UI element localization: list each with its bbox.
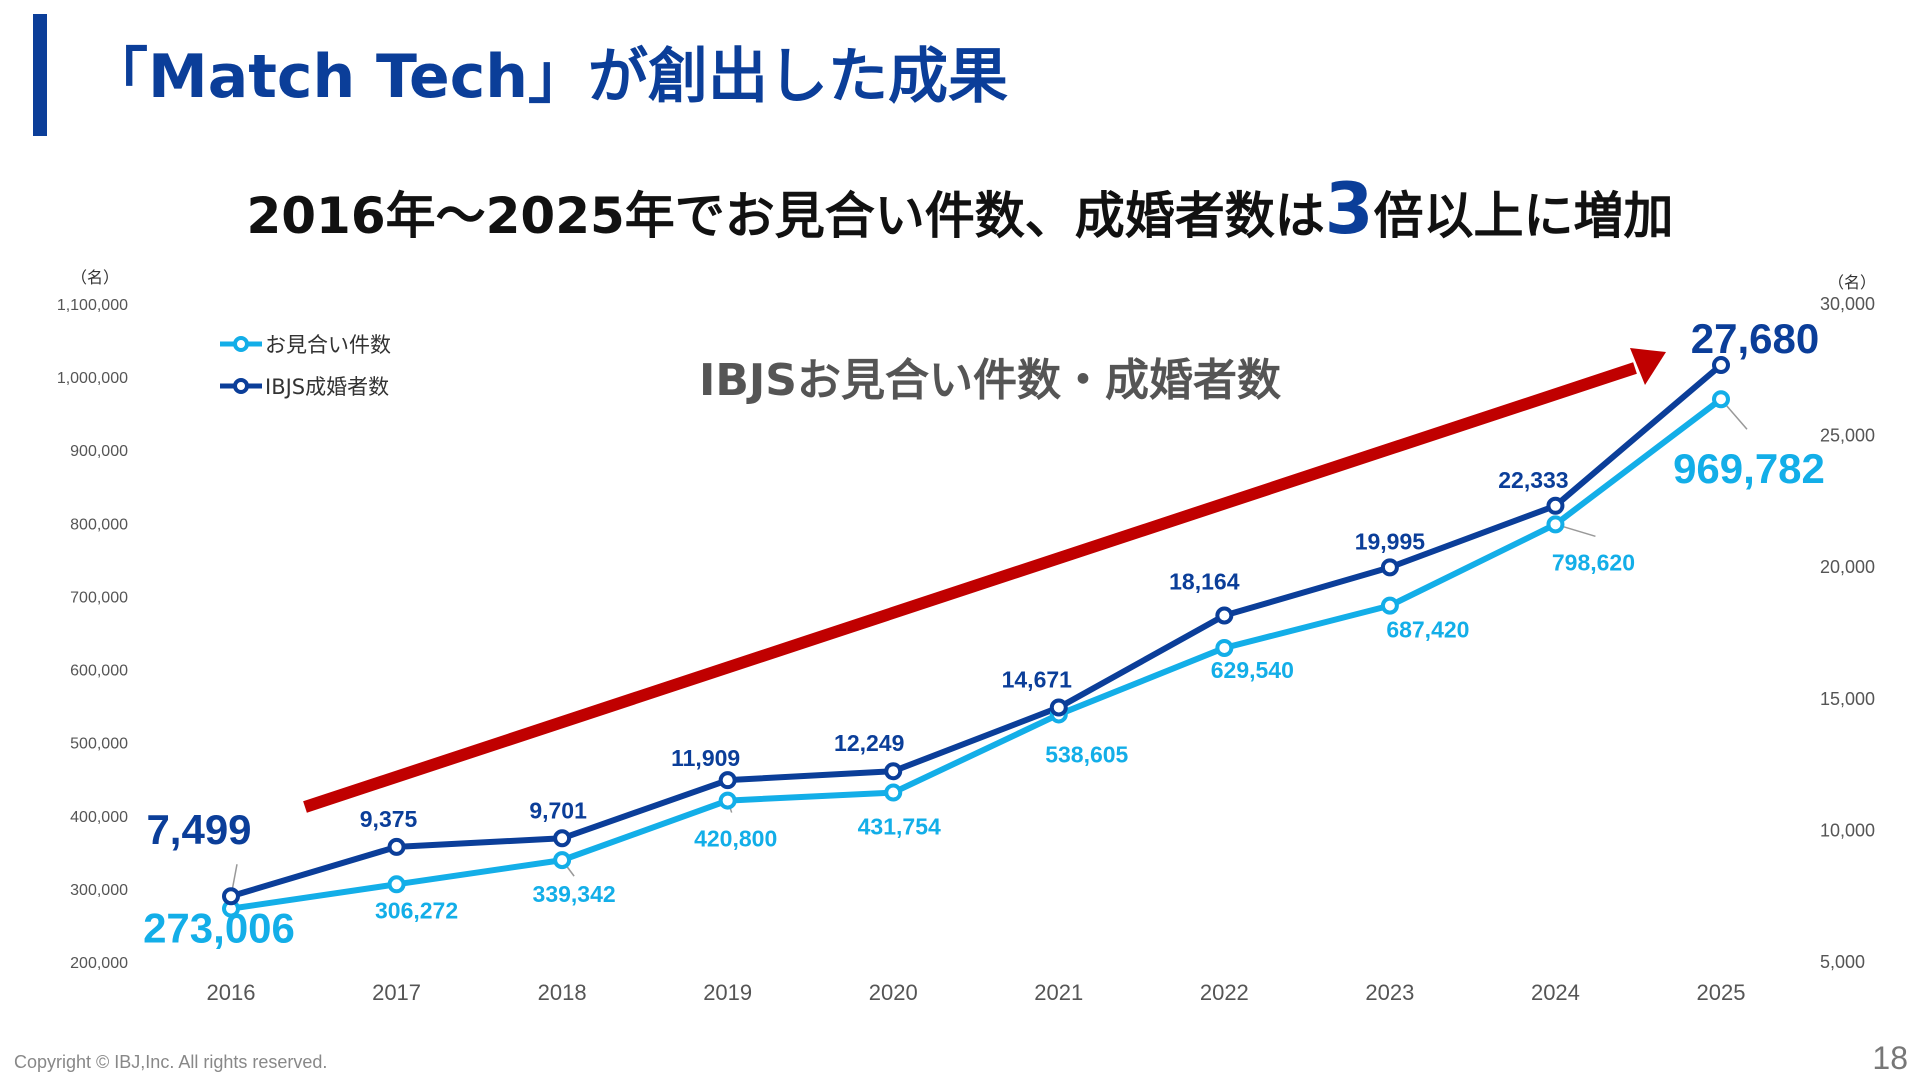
headline-emphasis: 3 (1324, 168, 1374, 250)
left-axis-tick-label: 500,000 (70, 736, 128, 753)
omiai-point (387, 875, 406, 894)
right-axis-tick-label: 15,000 (1820, 689, 1875, 709)
seikon-point (718, 771, 737, 790)
omiai-data-label: 420,800 (694, 826, 777, 852)
legend-swatch-marker (233, 378, 249, 394)
omiai-data-label: 798,620 (1552, 549, 1635, 575)
omiai-data-label: 431,754 (858, 814, 941, 840)
seikon-point (1380, 558, 1399, 577)
copyright: Copyright © IBJ,Inc. All rights reserved… (14, 1052, 328, 1072)
omiai-data-label: 339,342 (533, 881, 616, 907)
seikon-point (553, 829, 572, 848)
line-chart: （名） 200,000 300,000 400,000 500,000 600,000 70… (57, 268, 1876, 1005)
headline: 2016年〜2025年でお見合い件数、成婚者数は3倍以上に増加 (0, 168, 1920, 250)
title-accent-bar (33, 14, 47, 136)
omiai-point (553, 851, 572, 870)
left-axis-tick-label: 900,000 (70, 443, 128, 460)
omiai-data-label: 687,420 (1386, 617, 1469, 643)
left-axis-tick-label: 700,000 (70, 589, 128, 606)
seikon-data-label: 27,680 (1691, 315, 1819, 362)
seikon-data-label: 14,671 (1002, 666, 1073, 692)
x-axis-tick-label: 2025 (1697, 980, 1746, 1005)
seikon-data-label: 18,164 (1169, 569, 1240, 595)
legend-swatch-marker (233, 336, 249, 352)
omiai-point (1380, 596, 1399, 615)
seikon-point (1712, 356, 1730, 375)
x-axis-tick-label: 2020 (869, 980, 918, 1005)
seikon-data-label: 22,333 (1498, 467, 1568, 493)
right-axis-unit: （名） (1828, 273, 1876, 292)
left-axis-tick-label: 800,000 (70, 516, 128, 533)
left-axis-tick-label: 1,100,000 (57, 297, 128, 314)
seikon-data-label: 11,909 (671, 745, 740, 771)
series-line-omiai (230, 396, 1723, 912)
seikon-data-label: 9,375 (360, 806, 418, 832)
seikon-data-label: 19,995 (1355, 528, 1426, 554)
seikon-point (222, 887, 240, 906)
right-axis-tick-label: 5,000 (1820, 952, 1865, 972)
omiai-point (884, 783, 903, 802)
left-axis-tick-label: 1,000,000 (57, 370, 128, 387)
seikon-point (1215, 606, 1234, 625)
headline-text-start: 2016年〜2025年でお見合い件数、成婚者数は (246, 187, 1325, 245)
omiai-point (1215, 638, 1234, 657)
omiai-data-label: 273,006 (143, 905, 295, 952)
right-axis-tick-label: 10,000 (1820, 820, 1875, 840)
left-axis-tick-label: 400,000 (70, 809, 128, 826)
omiai-point (1712, 390, 1730, 409)
omiai-data-label: 629,540 (1211, 657, 1294, 683)
legend-label: お見合い件数 (265, 333, 391, 357)
headline-text-end: 倍以上に増加 (1373, 187, 1674, 245)
right-axis-tick-label: 20,000 (1820, 557, 1875, 577)
page-number: 18 (1872, 1040, 1908, 1076)
omiai-data-label: 969,782 (1673, 445, 1825, 492)
x-axis-tick-label: 2023 (1365, 980, 1414, 1005)
slide-title: 「Match Tech」が創出した成果 (88, 42, 1008, 112)
x-axis-tick-label: 2022 (1200, 980, 1249, 1005)
series-line-seikon (230, 362, 1723, 900)
legend-label: IBJS成婚者数 (265, 375, 389, 399)
seikon-data-label: 7,499 (146, 806, 251, 853)
right-axis-tick-label: 30,000 (1820, 294, 1875, 314)
x-axis-tick-label: 2018 (538, 980, 587, 1005)
omiai-data-label: 306,272 (375, 897, 458, 923)
trend-arrow-line (303, 362, 1637, 813)
omiai-point (718, 791, 737, 810)
x-axis-tick-label: 2019 (703, 980, 752, 1005)
seikon-point (1049, 698, 1068, 717)
left-axis-tick-label: 200,000 (70, 955, 128, 972)
seikon-data-label: 9,701 (529, 797, 587, 823)
seikon-data-label: 12,249 (834, 730, 904, 756)
x-axis-tick-label: 2016 (207, 980, 256, 1005)
seikon-point (1546, 496, 1565, 515)
x-axis-tick-label: 2017 (372, 980, 421, 1005)
omiai-data-label: 538,605 (1045, 741, 1128, 767)
seikon-point (884, 762, 903, 781)
chart-title: IBJSお見合い件数・成婚者数 (699, 355, 1281, 406)
right-axis-tick-label: 25,000 (1820, 426, 1875, 446)
seikon-point (387, 837, 406, 856)
trend-arrow-head (1630, 348, 1666, 385)
x-axis-tick-label: 2021 (1034, 980, 1083, 1005)
left-axis-tick-label: 300,000 (70, 882, 128, 899)
left-axis-unit: （名） (71, 268, 119, 287)
x-axis-tick-label: 2024 (1531, 980, 1580, 1005)
left-axis-tick-label: 600,000 (70, 663, 128, 680)
omiai-point (1546, 515, 1565, 534)
